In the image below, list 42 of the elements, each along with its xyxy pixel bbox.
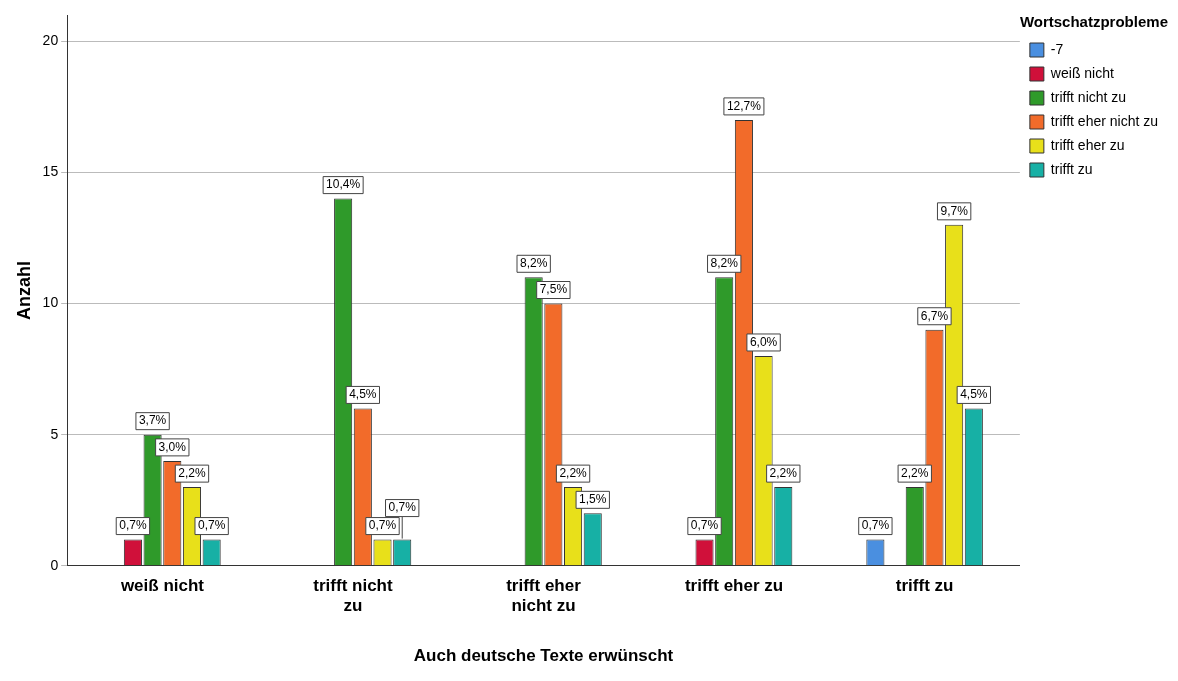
annotation: 0,7% [388,500,417,515]
annotation: 1,5% [579,492,607,507]
annotation: 4,5% [960,387,988,402]
legend-title: Wortschatzprobleme [1019,12,1168,30]
x-tick-label: trifft zu [895,575,954,595]
annotation: 10,4% [326,177,361,192]
annotation: 2,2% [178,465,206,480]
annotation: 3,7% [138,413,167,428]
annotation: 3,0% [158,439,187,454]
annotation: 8,2% [520,256,548,271]
annotation: 9,7% [940,203,969,218]
annotation: 2,2% [559,465,588,480]
legend-label: weiß nicht [1049,64,1114,81]
annotation: 4,5% [349,387,377,402]
y-tick-label: 20 [42,32,59,49]
legend-label: trifft nicht zu [1050,88,1127,105]
annotation: 7,5% [539,282,568,297]
legend-label: -7 [1050,40,1064,57]
annotation: 0,7% [197,518,226,533]
annotation: 8,2% [710,256,739,271]
y-tick-label: 0 [50,556,59,573]
annotation: 2,2% [769,465,798,480]
y-tick-label: 15 [42,163,59,180]
y-tick-label: 5 [50,425,59,442]
annotation: 0,7% [119,518,147,533]
annotation: 0,7% [861,518,890,533]
x-tick-label: trifft eher zu [684,575,784,595]
annotation: 12,7% [726,98,762,113]
y-axis-title: Anzahl [13,260,34,320]
annotation: 0,7% [368,518,397,533]
x-tick-label: trifft nicht zu [313,575,393,616]
annotation: 6,7% [920,308,949,323]
x-axis-title: Auch deutsche Texte erwünscht [413,646,674,666]
legend-label: trifft eher nicht zu [1050,112,1159,129]
legend-label: trifft eher zu [1050,136,1125,153]
x-tick-label: weiß nicht [119,575,205,595]
legend-label: trifft zu [1050,160,1093,177]
x-tick-label: trifft eher nicht zu [506,575,582,616]
annotation: 6,0% [749,334,778,349]
annotation: 2,2% [901,465,929,480]
y-tick-label: 10 [42,294,59,311]
annotation: 0,7% [690,518,719,533]
